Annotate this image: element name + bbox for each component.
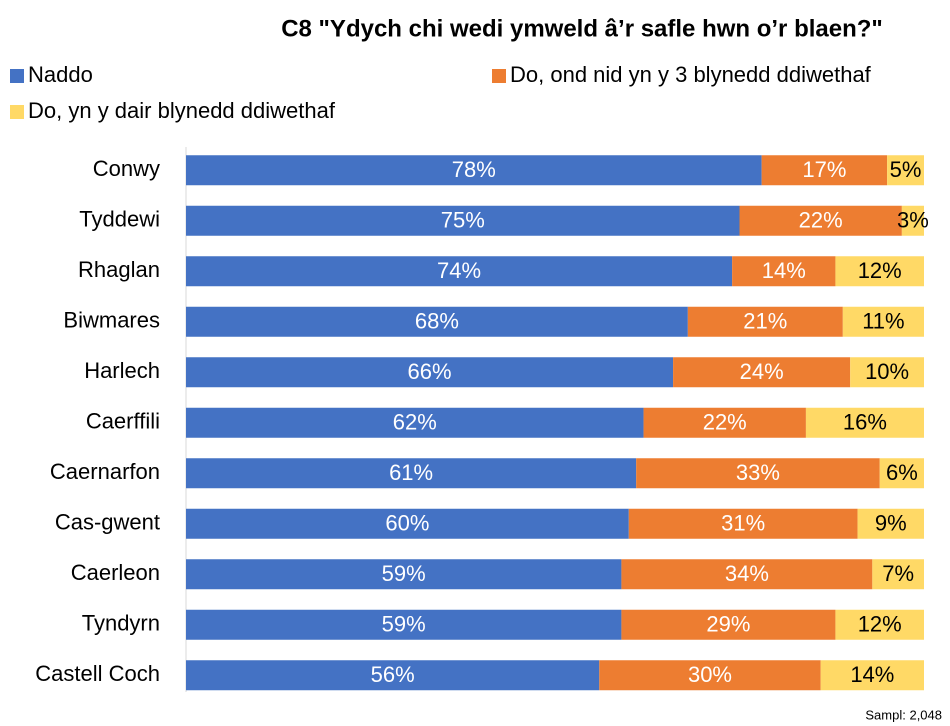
value-label: 62% — [393, 410, 437, 435]
bar-segment — [879, 458, 924, 489]
category-label: Cas-gwent — [55, 510, 160, 535]
category-label: Castell Coch — [35, 661, 160, 686]
category-label: Rhaglan — [78, 257, 160, 282]
legend-label: Do, ond nid yn y 3 blynedd ddiwethaf — [510, 62, 872, 87]
bar-segment — [732, 256, 836, 287]
category-label: Caerleon — [71, 560, 160, 585]
bar-segment — [643, 407, 806, 438]
bar-segment — [186, 205, 740, 236]
bar-segment — [835, 609, 924, 640]
chart-title: C8 "Ydych chi wedi ymweld â’r safle hwn … — [281, 15, 883, 42]
value-label: 12% — [858, 258, 902, 283]
value-label: 29% — [706, 612, 750, 637]
legend-swatch — [10, 105, 24, 119]
value-label: 5% — [890, 157, 922, 182]
value-label: 56% — [371, 662, 415, 687]
category-label: Tyddewi — [79, 207, 160, 232]
bar-segment — [857, 508, 924, 539]
value-label: 21% — [743, 309, 787, 334]
bar-segment — [805, 407, 924, 438]
value-label: 61% — [389, 460, 433, 485]
category-label: Harlech — [84, 358, 160, 383]
value-label: 7% — [882, 561, 914, 586]
value-label: 3% — [897, 208, 929, 233]
bar-segment — [673, 357, 851, 388]
bar-segment — [687, 306, 843, 337]
value-label: 74% — [437, 258, 481, 283]
bar-segment — [820, 660, 924, 691]
bar-segment — [761, 155, 888, 186]
bar-segment — [186, 559, 622, 590]
category-label: Caerffili — [86, 409, 160, 434]
bar-segment — [842, 306, 924, 337]
category-label: Biwmares — [63, 308, 160, 333]
value-label: 17% — [802, 157, 846, 182]
bar-segment — [850, 357, 924, 388]
category-label: Tyndyrn — [82, 611, 160, 636]
bar-segment — [186, 256, 733, 287]
category-label: Caernarfon — [50, 459, 160, 484]
bar-segment — [186, 306, 688, 337]
value-label: 34% — [725, 561, 769, 586]
value-label: 24% — [740, 359, 784, 384]
value-label: 11% — [862, 309, 904, 334]
bar-segment — [636, 458, 880, 489]
legend-swatch — [10, 69, 24, 83]
value-label: 75% — [441, 208, 485, 233]
legend-swatch — [492, 69, 506, 83]
value-label: 68% — [415, 309, 459, 334]
bar-segment — [186, 155, 762, 186]
value-label: 10% — [865, 359, 909, 384]
bar-segment — [739, 205, 902, 236]
value-label: 33% — [736, 460, 780, 485]
value-label: 30% — [688, 662, 732, 687]
bar-segment — [186, 609, 622, 640]
value-label: 12% — [858, 612, 902, 637]
value-label: 9% — [875, 511, 907, 536]
value-label: 22% — [703, 410, 747, 435]
value-label: 60% — [385, 511, 429, 536]
bar-segment — [628, 508, 858, 539]
value-label: 6% — [886, 460, 918, 485]
bar-segment — [887, 155, 924, 186]
bar-segment — [186, 407, 644, 438]
bar-segment — [599, 660, 821, 691]
value-label: 16% — [843, 410, 887, 435]
bar-segment — [186, 357, 674, 388]
value-label: 14% — [762, 258, 806, 283]
value-label: 66% — [408, 359, 452, 384]
bar-segment — [621, 609, 836, 640]
bar-segment — [186, 660, 600, 691]
bar-segment — [621, 559, 873, 590]
bar-segment — [901, 205, 924, 236]
value-label: 31% — [721, 511, 765, 536]
value-label: 59% — [382, 612, 426, 637]
value-label: 22% — [799, 208, 843, 233]
bar-segment — [872, 559, 924, 590]
value-label: 59% — [382, 561, 426, 586]
bar-segment — [186, 508, 629, 539]
bar-segment — [835, 256, 924, 287]
annotation: Sampl: 2,048 — [865, 707, 942, 722]
value-label: 78% — [452, 157, 496, 182]
category-label: Conwy — [93, 156, 160, 181]
legend-label: Do, yn y dair blynedd ddiwethaf — [28, 98, 336, 123]
value-label: 14% — [850, 662, 894, 687]
bar-segment — [186, 458, 637, 489]
legend-label: Naddo — [28, 62, 93, 87]
